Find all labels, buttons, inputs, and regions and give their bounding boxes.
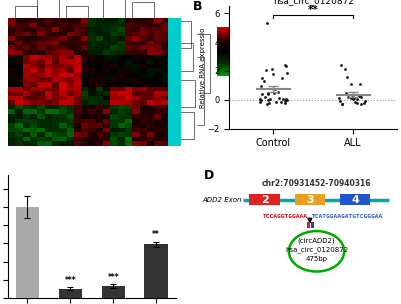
Text: ***: *** xyxy=(107,273,119,282)
Point xyxy=(271,86,278,91)
Point xyxy=(336,98,343,103)
Point xyxy=(350,96,357,101)
Point xyxy=(265,91,271,96)
Point xyxy=(338,63,344,68)
Point xyxy=(275,90,281,95)
Point xyxy=(356,93,363,98)
Point xyxy=(342,67,348,72)
Point xyxy=(361,101,367,105)
Title: hsa_circ_0120872: hsa_circ_0120872 xyxy=(273,0,354,5)
Point xyxy=(362,99,368,104)
Point xyxy=(279,76,286,81)
Point xyxy=(282,98,289,103)
Point xyxy=(343,91,349,96)
Point xyxy=(264,21,270,26)
FancyBboxPatch shape xyxy=(295,194,325,205)
Y-axis label: Relative RNA expressio: Relative RNA expressio xyxy=(200,27,206,108)
Point xyxy=(268,66,275,71)
Point xyxy=(357,95,364,100)
Point xyxy=(352,100,358,105)
Point xyxy=(349,95,356,100)
Point xyxy=(283,63,290,68)
Point xyxy=(338,101,345,106)
Point xyxy=(339,101,345,106)
Point xyxy=(344,74,350,79)
Point xyxy=(264,92,271,97)
Text: chr2:70931452-70940316: chr2:70931452-70940316 xyxy=(262,179,371,188)
Point xyxy=(282,62,288,67)
Bar xyxy=(16,207,39,298)
Point xyxy=(263,67,269,72)
Text: ***: *** xyxy=(65,276,76,285)
Point xyxy=(270,72,276,77)
Point xyxy=(258,98,265,103)
Text: **: ** xyxy=(152,230,160,239)
Point xyxy=(259,76,265,81)
Point xyxy=(257,97,263,102)
Text: **: ** xyxy=(308,5,318,15)
Point xyxy=(358,102,364,107)
Bar xyxy=(59,289,82,298)
Text: 3: 3 xyxy=(306,195,314,205)
Point xyxy=(265,97,271,102)
Point xyxy=(259,92,265,97)
Text: 2: 2 xyxy=(261,195,268,205)
Point xyxy=(271,91,277,96)
Point xyxy=(282,101,288,105)
Point xyxy=(336,95,342,100)
Point xyxy=(283,96,289,101)
Point xyxy=(279,96,286,101)
Point xyxy=(261,95,268,100)
Bar xyxy=(101,286,125,298)
Text: B: B xyxy=(192,0,202,13)
Point xyxy=(275,95,282,100)
Point xyxy=(278,99,284,104)
FancyBboxPatch shape xyxy=(249,194,279,205)
Point xyxy=(348,95,354,100)
Bar xyxy=(144,244,168,298)
Text: TCATGGAAGATGTCGGGAA: TCATGGAAGATGTCGGGAA xyxy=(312,215,383,219)
Point xyxy=(350,96,356,101)
Point xyxy=(257,100,263,105)
Point xyxy=(261,78,267,83)
Point xyxy=(347,82,354,87)
Text: TCCAGGTGGAAA: TCCAGGTGGAAA xyxy=(263,215,308,219)
Point xyxy=(266,100,272,105)
Point xyxy=(354,97,360,102)
Text: ADD2 Exon: ADD2 Exon xyxy=(203,197,242,203)
Point xyxy=(344,94,351,99)
Point xyxy=(257,84,264,89)
Text: D: D xyxy=(204,169,215,182)
Point xyxy=(273,99,279,104)
Point xyxy=(357,81,364,86)
Point xyxy=(350,95,356,99)
Point xyxy=(354,101,360,105)
Point xyxy=(263,101,270,106)
Point xyxy=(284,98,290,103)
Text: 4: 4 xyxy=(351,195,359,205)
Point xyxy=(267,97,273,102)
Text: (circADD2)
hsa_circ_0120872
475bp: (circADD2) hsa_circ_0120872 475bp xyxy=(285,237,348,262)
FancyBboxPatch shape xyxy=(340,194,370,205)
Point xyxy=(284,71,290,76)
